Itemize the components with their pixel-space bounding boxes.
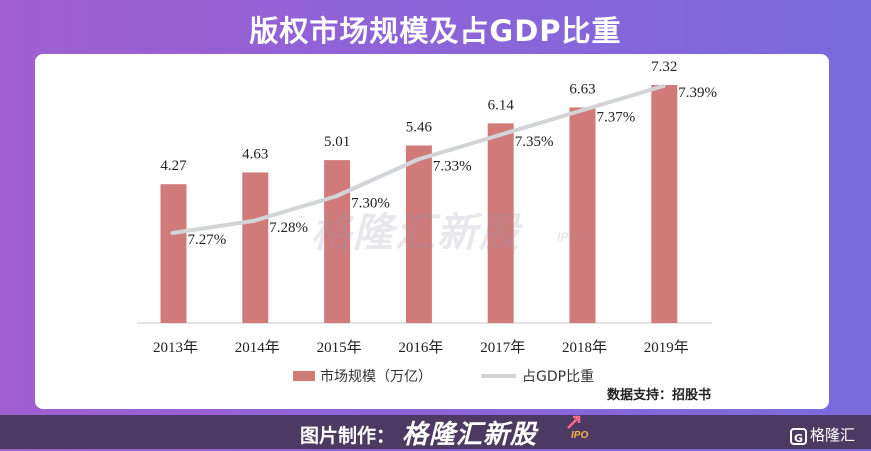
logo-icon: G bbox=[790, 428, 807, 445]
line-point bbox=[415, 157, 420, 162]
credit-brand: 格隆汇新股 bbox=[402, 420, 538, 450]
line-value-label: 7.33% bbox=[433, 159, 472, 175]
line-point bbox=[497, 133, 502, 137]
chart-title: 版权市场规模及占GDP比重 bbox=[249, 14, 622, 48]
line-value-label: 7.35% bbox=[515, 134, 554, 150]
bar bbox=[405, 145, 432, 323]
bar bbox=[569, 107, 596, 324]
line-point bbox=[252, 218, 257, 223]
bar bbox=[324, 160, 351, 323]
x-tick-label: 2019年 bbox=[644, 339, 689, 356]
bar bbox=[487, 123, 514, 323]
bar bbox=[160, 184, 187, 323]
x-tick-label: 2017年 bbox=[480, 339, 525, 356]
bar-value-label: 5.01 bbox=[324, 134, 350, 150]
bar bbox=[651, 85, 678, 323]
line-value-label: 7.39% bbox=[678, 85, 717, 101]
x-tick-label: 2016年 bbox=[398, 339, 443, 356]
credit-ipo: IPO bbox=[571, 430, 589, 441]
credit-label: 图片制作： bbox=[300, 425, 396, 447]
bar-value-label: 5.46 bbox=[406, 119, 433, 135]
x-tick-label: 2013年 bbox=[153, 339, 198, 356]
line-value-label: 7.28% bbox=[269, 220, 308, 236]
bar-value-label: 6.63 bbox=[569, 81, 595, 97]
x-tick-label: 2015年 bbox=[317, 339, 362, 356]
watermark-ipo: IPO bbox=[557, 230, 578, 244]
corner-logo: G 格隆汇 bbox=[790, 424, 855, 445]
rising-arrow-icon bbox=[567, 415, 581, 429]
bar bbox=[242, 172, 269, 323]
line-value-label: 7.37% bbox=[597, 110, 636, 126]
legend-bar-label: 市场规模（万亿） bbox=[320, 368, 432, 385]
x-tick-label: 2014年 bbox=[235, 339, 280, 356]
line-value-label: 7.30% bbox=[351, 195, 390, 211]
line-point bbox=[170, 231, 175, 235]
legend-bar-swatch bbox=[293, 371, 315, 381]
line-value-label: 7.27% bbox=[188, 232, 227, 248]
x-tick-label: 2018年 bbox=[562, 339, 607, 356]
corner-logo-text: 格隆汇 bbox=[810, 426, 856, 444]
bar-value-label: 7.32 bbox=[651, 59, 677, 75]
bar-value-label: 4.63 bbox=[242, 146, 268, 162]
bar-value-label: 4.27 bbox=[160, 158, 187, 174]
legend-line-label: 占GDP比重 bbox=[522, 369, 594, 385]
footer-bar bbox=[0, 415, 871, 449]
line-point bbox=[579, 108, 584, 113]
line-point bbox=[661, 84, 666, 88]
data-source-note: 数据支持：招股书 bbox=[607, 388, 712, 403]
bar-value-label: 6.14 bbox=[488, 97, 515, 113]
line-point bbox=[334, 194, 339, 199]
